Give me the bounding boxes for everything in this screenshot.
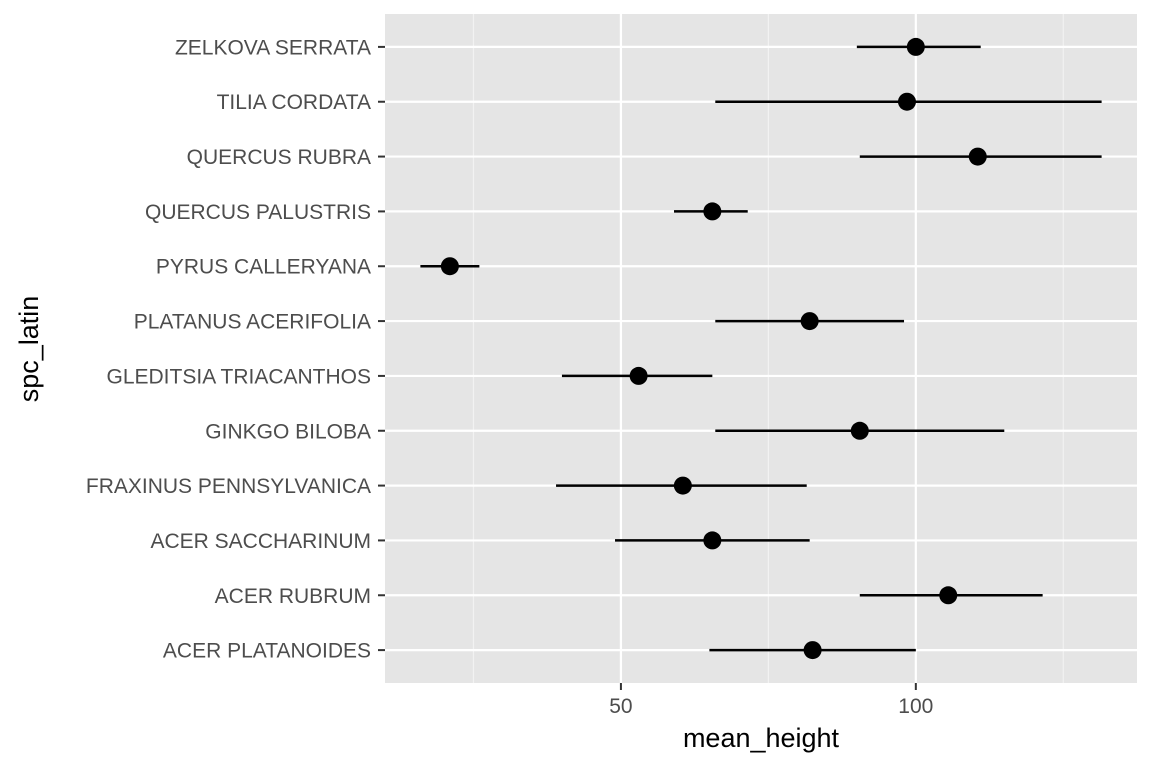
y-tick-label: QUERCUS PALUSTRIS <box>145 201 371 224</box>
data-point <box>703 202 722 221</box>
y-axis-ticks: ACER PLATANOIDES ACER RUBRUM ACER SACCHARI… <box>86 36 385 663</box>
x-tick-label: 100 <box>898 695 933 718</box>
x-tick-label: 50 <box>609 695 632 718</box>
y-axis-title: spc_latin <box>14 296 44 403</box>
grid-minor <box>472 14 1064 683</box>
data-point <box>703 531 722 550</box>
y-tick-label: ACER SACCHARINUM <box>150 530 371 553</box>
data-point <box>803 641 822 660</box>
x-axis-title: mean_height <box>683 723 840 753</box>
y-tick-label: ACER PLATANOIDES <box>163 640 371 663</box>
data-point <box>673 476 692 495</box>
data-point <box>906 37 925 56</box>
y-tick-label: PLATANUS ACERIFOLIA <box>134 311 371 334</box>
y-tick-label: GINKGO BILOBA <box>205 420 371 443</box>
data-point <box>440 257 459 276</box>
plot-panel <box>385 14 1137 683</box>
data-point <box>939 586 958 605</box>
y-tick-label: GLEDITSIA TRIACANTHOS <box>107 365 372 388</box>
x-axis-ticks: 50 100 <box>609 683 933 718</box>
data-point <box>850 421 869 440</box>
y-tick-label: PYRUS CALLERYANA <box>156 256 371 279</box>
y-tick-label: ACER RUBRUM <box>215 585 371 608</box>
y-tick-label: QUERCUS RUBRA <box>187 146 371 169</box>
data-point <box>800 312 819 331</box>
data-point <box>629 366 648 385</box>
y-tick-label: FRAXINUS PENNSYLVANICA <box>86 475 371 498</box>
data-points <box>440 37 987 660</box>
data-point <box>897 92 916 111</box>
y-tick-label: TILIA CORDATA <box>217 91 371 114</box>
data-point <box>968 147 987 166</box>
y-tick-label: ZELKOVA SERRATA <box>175 36 371 59</box>
